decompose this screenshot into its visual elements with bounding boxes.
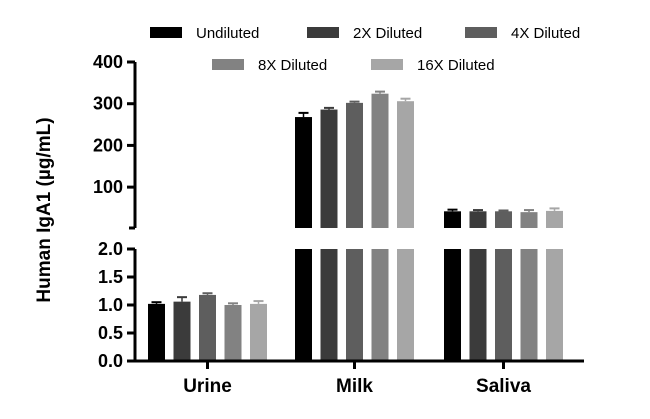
axes: 0.0 0.5 1.0 1.5 2.0 100 200 300 400 Urine Milk Sali… (93, 52, 584, 397)
legend-item-4x-diluted-swatch (465, 27, 497, 38)
bar-saliva-8x-diluted-upper (520, 212, 538, 228)
x-category-label: Saliva (476, 376, 531, 397)
bar-saliva-4x-diluted-lower (495, 249, 512, 361)
bar-milk-8x-diluted-upper (371, 93, 389, 229)
bar-saliva-undiluted-lower (444, 249, 461, 361)
bar-milk-undiluted-lower (295, 249, 312, 361)
y-tick-label: 100 (93, 177, 123, 197)
bar-milk-16x-diluted-lower (397, 249, 414, 361)
bar-milk-4x-diluted-lower (346, 249, 363, 361)
legend-item-8x-diluted-swatch (212, 59, 244, 70)
bar-urine-2x-diluted (173, 301, 191, 361)
x-category-label: Milk (336, 376, 373, 397)
bar-saliva-16x-diluted-upper (546, 210, 563, 228)
legend-item-undiluted-label: Undiluted (196, 25, 259, 42)
bar-urine-16x-diluted (250, 303, 267, 361)
bar-milk-16x-diluted-upper (397, 101, 414, 228)
y-tick-label: 400 (93, 52, 123, 72)
bar-urine-undiluted (148, 303, 165, 361)
y-tick-label: 2.0 (98, 239, 123, 259)
bar-milk-undiluted-upper (295, 117, 312, 228)
bar-urine-4x-diluted (199, 294, 216, 361)
y-tick-label: 0.5 (98, 323, 123, 343)
legend-item-16x-diluted-swatch (371, 59, 403, 70)
y-tick-label: 0.0 (98, 351, 123, 371)
bar-saliva-2x-diluted-upper (469, 211, 487, 228)
bar-saliva-2x-diluted-lower (469, 249, 487, 361)
bar-urine-8x-diluted (224, 305, 242, 361)
y-tick-label: 1.0 (98, 295, 123, 315)
bar-milk-2x-diluted-upper (320, 109, 338, 228)
bar-saliva-undiluted-upper (444, 211, 461, 228)
y-axis-label: Human IgA1 (µg/mL) (34, 117, 55, 302)
bar-saliva-16x-diluted-lower (546, 249, 563, 361)
bar-saliva-8x-diluted-lower (520, 249, 538, 361)
y-tick-label: 300 (93, 94, 123, 114)
y-tick-label: 1.5 (98, 267, 123, 287)
bars (148, 90, 563, 361)
legend-item-2x-diluted-swatch (307, 27, 339, 38)
legend-item-2x-diluted-label: 2X Diluted (353, 25, 422, 42)
bar-milk-4x-diluted-upper (346, 102, 363, 228)
bar-milk-8x-diluted-lower (371, 249, 389, 361)
bar-saliva-4x-diluted-upper (495, 211, 512, 228)
legend-item-16x-diluted-label: 16X Diluted (417, 57, 495, 74)
y-tick-label: 200 (93, 135, 123, 155)
legend-item-undiluted-swatch (150, 27, 182, 38)
bar-milk-2x-diluted-lower (320, 249, 338, 361)
legend-item-8x-diluted-label: 8X Diluted (258, 57, 327, 74)
x-category-label: Urine (183, 376, 232, 397)
legend: Undiluted 2X Diluted 4X Diluted 8X Diluted 1… (150, 25, 580, 74)
legend-item-4x-diluted-label: 4X Diluted (511, 25, 580, 42)
